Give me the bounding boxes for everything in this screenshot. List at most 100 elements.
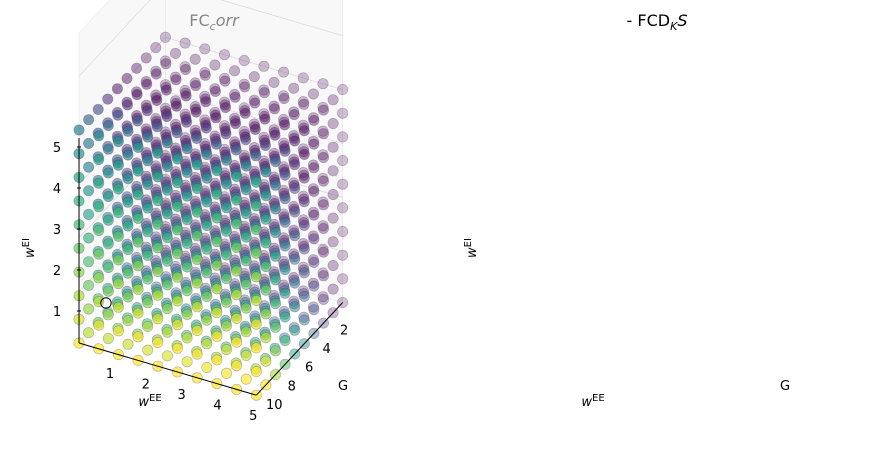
scatter-point [250, 150, 262, 162]
z-tick-label: 2 [340, 323, 348, 338]
scatter-point [248, 71, 260, 83]
scatter-point [269, 156, 281, 168]
scatter-point [289, 324, 301, 336]
scatter-point [317, 270, 329, 282]
scatter-point [221, 367, 233, 379]
scatter-point [297, 143, 309, 155]
scatter-point [191, 159, 203, 171]
y-tick-label: 3 [53, 223, 61, 238]
scatter-point [160, 84, 172, 96]
scatter-point [279, 311, 291, 323]
scatter-point [93, 130, 105, 142]
scatter-point [112, 230, 124, 242]
scatter-point [307, 277, 319, 289]
scatter-point [298, 196, 310, 208]
scatter-point [132, 236, 144, 248]
scatter-point [219, 96, 231, 108]
scatter-point [238, 78, 250, 90]
x-tick-label: 4 [213, 399, 221, 414]
scatter-point [240, 255, 252, 267]
scatter-point [132, 260, 144, 272]
scatter-point [260, 284, 272, 296]
scatter-point [298, 169, 310, 181]
scatter-point [249, 97, 261, 109]
scatter-point [132, 307, 144, 319]
scatter-point [308, 280, 320, 292]
scatter-point [240, 349, 252, 361]
scatter-point [180, 90, 192, 102]
scatter-point [112, 254, 124, 266]
scatter-point [260, 190, 272, 202]
scatter-point [132, 331, 144, 343]
scatter-point [201, 267, 213, 279]
scatter-point [132, 283, 144, 295]
scatter-point [260, 261, 272, 273]
scatter-point [221, 344, 233, 356]
scatter-point [161, 350, 173, 362]
chart-title: - FCDKS [627, 11, 688, 33]
scatter-point [221, 225, 233, 237]
scatter-point [191, 277, 203, 289]
scatter-point [142, 155, 154, 167]
scatter-point [201, 220, 213, 232]
scatter-point [298, 122, 310, 134]
scatter-point [93, 225, 105, 237]
scatter-point [298, 217, 310, 229]
scatter-point [122, 99, 134, 111]
scatter-point [317, 78, 329, 90]
scatter-point [191, 348, 203, 360]
scatter-point [298, 172, 310, 184]
scatter-point [307, 206, 319, 218]
scatter-point [231, 336, 243, 348]
scatter-point [199, 90, 211, 102]
scatter-point [191, 230, 203, 242]
scatter-point [317, 243, 329, 255]
scatter-point [231, 194, 243, 206]
scatter-point [181, 116, 193, 128]
scatter-point [102, 191, 114, 203]
scatter-point [269, 129, 281, 141]
scatter-point [288, 82, 300, 94]
scatter-point [160, 81, 172, 93]
scatter-point [298, 314, 310, 326]
scatter-point [112, 207, 124, 219]
scatter-point [112, 325, 124, 337]
scatter-point [260, 355, 272, 367]
scatter-point [308, 256, 320, 268]
scatter-point [269, 274, 281, 286]
scatter-point [180, 87, 192, 99]
scatter-point [240, 302, 252, 314]
scatter-point [239, 107, 251, 119]
scatter-point [317, 291, 329, 303]
scatter-point [161, 232, 173, 244]
scatter-point [258, 84, 270, 96]
scatter-point [172, 153, 184, 165]
scatter-point [141, 78, 153, 90]
scatter-point [122, 220, 134, 232]
scatter-point [308, 138, 320, 150]
scatter-point [93, 295, 105, 307]
scatter-point [161, 279, 173, 291]
scatter-point [83, 279, 95, 291]
scatter-point [181, 261, 193, 273]
z-axis-label: G [780, 379, 790, 394]
scatter-point [181, 285, 193, 297]
scatter-point [152, 218, 164, 230]
scatter-point [210, 138, 222, 150]
scatter-point [122, 173, 134, 185]
scatter-point [132, 189, 144, 201]
scatter-point [298, 146, 310, 158]
scatter-point [152, 265, 164, 277]
scatter-point [327, 118, 339, 130]
scatter-point [201, 290, 213, 302]
scatter-point [112, 278, 124, 290]
scatter-point [93, 177, 105, 189]
scatter-point [83, 327, 95, 339]
scatter-point [170, 71, 182, 83]
scatter-point [132, 115, 144, 127]
scatter-point [260, 213, 272, 225]
scatter-point [122, 244, 134, 256]
scatter-point [307, 159, 319, 171]
x-tick-label: 3 [178, 388, 186, 403]
